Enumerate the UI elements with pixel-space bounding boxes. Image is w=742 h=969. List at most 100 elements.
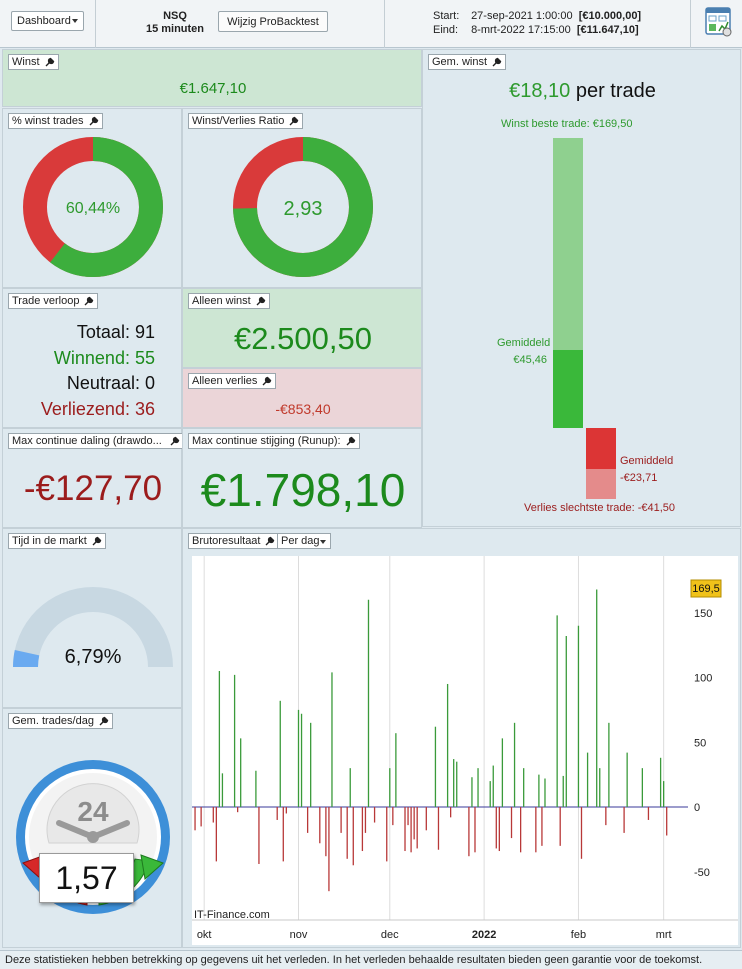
winst-title[interactable]: Winst [8, 54, 59, 70]
y-tick-label: 100 [694, 673, 712, 685]
worst-trade-label: Verlies slechtste trade: -€41,50 [524, 502, 676, 514]
wrench-icon[interactable] [255, 295, 267, 307]
y-tick-label: 50 [694, 737, 706, 749]
wrench-icon[interactable] [44, 56, 56, 68]
end-capital: [€11.647,10] [576, 24, 639, 36]
gross-loss-panel: Alleen verlies -€853,40 [182, 368, 422, 428]
win-percentage-panel: % winst trades 60,44% [2, 108, 182, 288]
wrench-icon[interactable] [261, 375, 273, 387]
timeframe-label: 15 minuten [145, 23, 205, 35]
avg-win-text: Gemiddeld €45,46 [497, 335, 550, 369]
time-in-market-title[interactable]: Tijd in de markt [8, 533, 106, 549]
toolbar-separator [690, 0, 691, 48]
avg-win-bar [553, 350, 583, 428]
chevron-down-icon [72, 19, 78, 23]
avg-gain-panel: Gem. winst €18,10 per trade Winst beste … [422, 49, 741, 527]
wrench-icon[interactable] [264, 535, 276, 547]
wrench-icon[interactable] [345, 435, 357, 447]
best-trade-bar [553, 138, 583, 351]
trade-summary-title[interactable]: Trade verloop [8, 293, 99, 309]
top-toolbar [0, 0, 742, 48]
drawdown-value: -€127,70 [23, 469, 163, 508]
gross-loss-value: -€853,40 [275, 401, 331, 417]
x-tick-label: nov [290, 929, 308, 941]
x-tick-label: 2022 [472, 929, 496, 941]
avg-gain-title[interactable]: Gem. winst [428, 54, 507, 70]
trades-per-day-title[interactable]: Gem. trades/dag [8, 713, 113, 729]
chart-watermark: IT-Finance.com [194, 909, 270, 921]
gauge-track [13, 587, 173, 667]
trades-per-day-panel: Gem. trades/dag 24 1,57 [2, 708, 182, 948]
chart-background [192, 556, 738, 945]
winst-panel: Winst €1.647,10 [2, 49, 422, 107]
y-tick-label: 150 [694, 608, 712, 620]
start-date: 27-sep-2021 1:00:00 [471, 10, 573, 22]
backtest-period: Start: 27-sep-2021 1:00:00 [€10.000,00] … [433, 9, 641, 37]
trades-per-day-value: 1,57 [39, 853, 134, 903]
dashboard-label: Dashboard [17, 15, 71, 27]
instrument-info: NSQ 15 minuten [140, 10, 210, 36]
gross-result-chart: okt nov dec 2022 feb mrt 150 100 50 0 -50 169,5 I… [192, 556, 738, 945]
disclaimer-footer: Deze statistieken hebben betrekking op g… [0, 950, 742, 969]
win-loss-ratio-title[interactable]: Winst/Verlies Ratio [188, 113, 304, 129]
gross-loss-title[interactable]: Alleen verlies [188, 373, 277, 389]
avg-loss-bar [586, 428, 616, 469]
win-percentage-donut [23, 137, 163, 277]
gross-profit-title-label: Alleen winst [192, 295, 251, 307]
winning-label: Winnend: [53, 347, 130, 368]
win-loss-ratio-panel: Winst/Verlies Ratio 2,93 [182, 108, 422, 288]
total-value: 91 [134, 322, 155, 342]
runup-value: €1.798,10 [200, 464, 406, 516]
x-tick-label: feb [571, 929, 586, 941]
avg-loss-label: Gemiddeld [620, 455, 674, 467]
winst-value: €1.647,10 [179, 80, 247, 97]
period-select-value: Per dag [281, 535, 320, 547]
win-percentage-title-label: % winst trades [12, 115, 84, 127]
wrench-icon[interactable] [98, 715, 110, 727]
neutral-label: Neutraal: [66, 373, 140, 393]
gross-loss-title-label: Alleen verlies [192, 375, 258, 387]
toolbar-separator [95, 0, 96, 48]
x-tick-label: mrt [656, 929, 672, 941]
time-in-market-value: 6,79% [64, 646, 122, 668]
modify-probacktest-button[interactable]: Wijzig ProBacktest [218, 11, 328, 32]
win-percentage-title[interactable]: % winst trades [8, 113, 103, 129]
chevron-down-icon [320, 540, 326, 544]
avg-win-value: €45,46 [513, 354, 547, 366]
start-capital: [€10.000,00] [578, 10, 642, 22]
wrench-icon[interactable] [288, 115, 300, 127]
wrench-icon[interactable] [491, 56, 503, 68]
win-loss-ratio-value: 2,93 [283, 198, 323, 220]
dashboard-dropdown[interactable]: Dashboard [11, 11, 84, 31]
y-axis-ticks: 150 100 50 0 -50 [694, 608, 712, 879]
period-select[interactable]: Per dag [277, 533, 331, 549]
drawdown-title[interactable]: Max continue daling (drawdo... [8, 433, 184, 449]
trade-summary-row: Verliezend: 36 [3, 397, 155, 423]
gross-result-title[interactable]: Brutoresultaat [188, 533, 280, 549]
wrench-icon[interactable] [88, 115, 100, 127]
avg-gain-title-label: Gem. winst [432, 56, 488, 68]
last-value-badge [690, 579, 722, 598]
runup-panel: Max continue stijging (Runup): €1.798,10 [182, 428, 422, 528]
drawdown-title-label: Max continue daling (drawdo... [12, 435, 162, 447]
wrench-icon[interactable] [91, 535, 103, 547]
drawdown-panel: Max continue daling (drawdo... -€127,70 [2, 428, 184, 528]
report-settings-icon[interactable] [705, 7, 733, 37]
gross-profit-title[interactable]: Alleen winst [188, 293, 270, 309]
donut-win-segment [23, 137, 163, 277]
runup-title[interactable]: Max continue stijging (Runup): [188, 433, 360, 449]
y-tick-label: -50 [694, 867, 710, 879]
avg-loss-text: Gemiddeld -€23,71 [620, 453, 673, 487]
avg-gain-value: €18,10 [509, 80, 571, 102]
wrench-icon[interactable] [169, 435, 181, 447]
instrument-name: NSQ [163, 10, 187, 22]
trade-summary-row: Winnend: 55 [3, 346, 155, 372]
gross-profit-panel: Alleen winst €2.500,50 [182, 288, 422, 368]
time-in-market-gauge [12, 587, 173, 667]
wrench-icon[interactable] [83, 295, 95, 307]
winning-value: 55 [134, 347, 155, 368]
trade-summary-title-label: Trade verloop [12, 295, 80, 307]
trade-summary-row: Totaal: 91 [3, 320, 155, 346]
end-label: Eind: [433, 24, 459, 36]
neutral-value: 0 [144, 373, 155, 393]
